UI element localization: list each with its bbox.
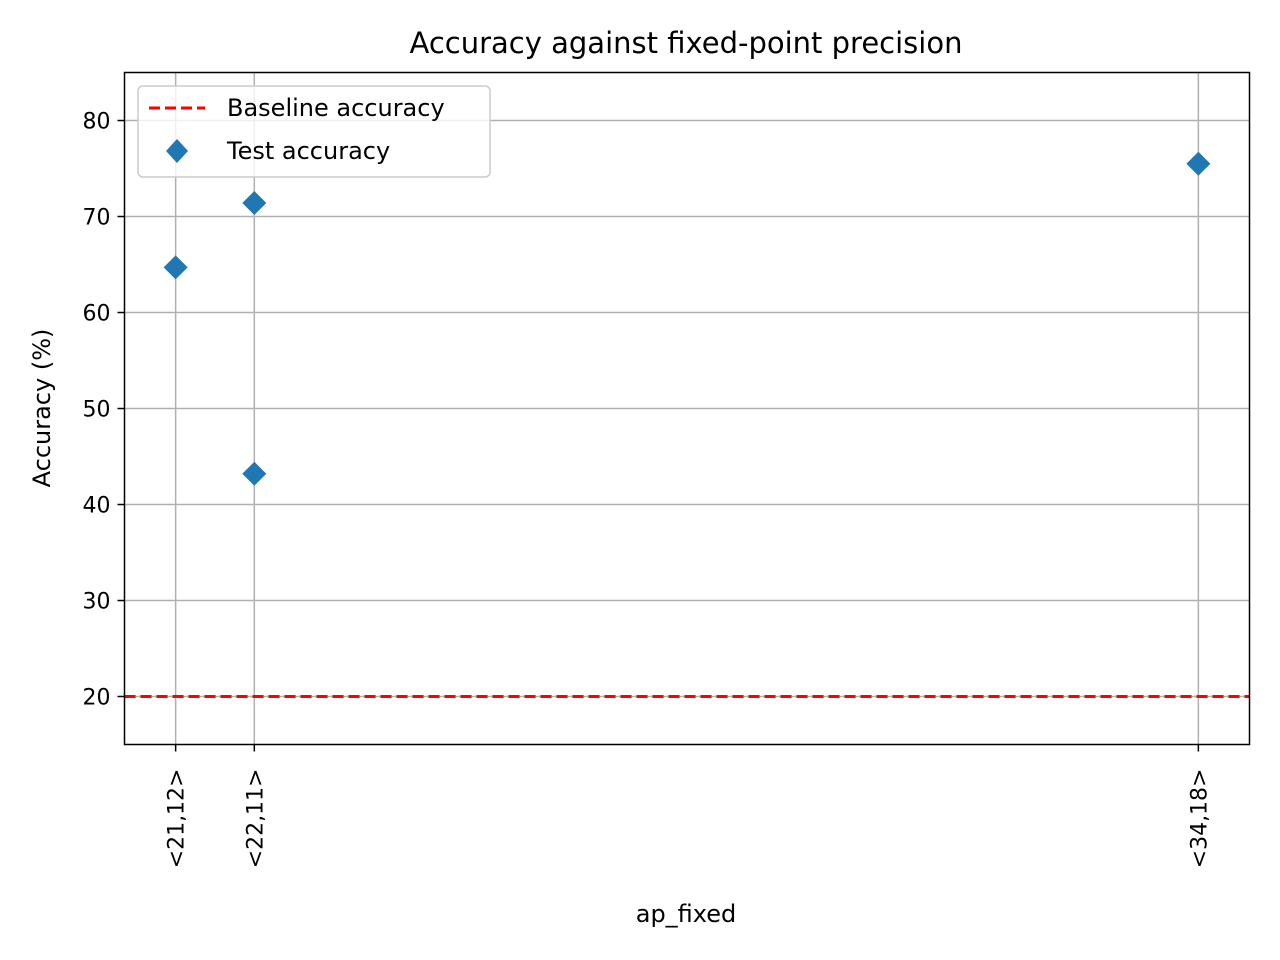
- legend: Baseline accuracy Test accuracy: [137, 85, 491, 178]
- legend-test-swatch: [166, 139, 188, 163]
- y-axis-label: Accuracy (%): [28, 329, 56, 488]
- legend-test-label: Test accuracy: [226, 137, 390, 165]
- x-axis-ticks: <21,12> <22,11> <34,18>: [165, 744, 1212, 869]
- y-tick-label: 20: [83, 686, 111, 711]
- x-tick-label: <21,12>: [165, 769, 190, 869]
- scatter-points: [163, 151, 1211, 486]
- data-point: [242, 461, 267, 486]
- y-axis-ticks: 20 30 40 50 60 70 80: [83, 110, 125, 711]
- y-tick-label: 30: [83, 590, 111, 615]
- y-tick-label: 80: [83, 110, 111, 135]
- data-point: [1186, 151, 1211, 176]
- x-tick-label: <22,11>: [243, 769, 268, 869]
- x-axis-label: ap_fixed: [636, 900, 737, 928]
- legend-baseline-label: Baseline accuracy: [227, 94, 445, 122]
- legend-box: [137, 85, 491, 178]
- y-tick-label: 40: [83, 494, 111, 519]
- data-point: [242, 191, 267, 216]
- y-tick-label: 50: [83, 398, 111, 423]
- chart-title: Accuracy against fixed-point precision: [410, 26, 963, 60]
- y-tick-label: 60: [83, 302, 111, 327]
- x-tick-label: <34,18>: [1187, 769, 1212, 869]
- data-point: [163, 255, 188, 280]
- y-tick-label: 70: [83, 206, 111, 231]
